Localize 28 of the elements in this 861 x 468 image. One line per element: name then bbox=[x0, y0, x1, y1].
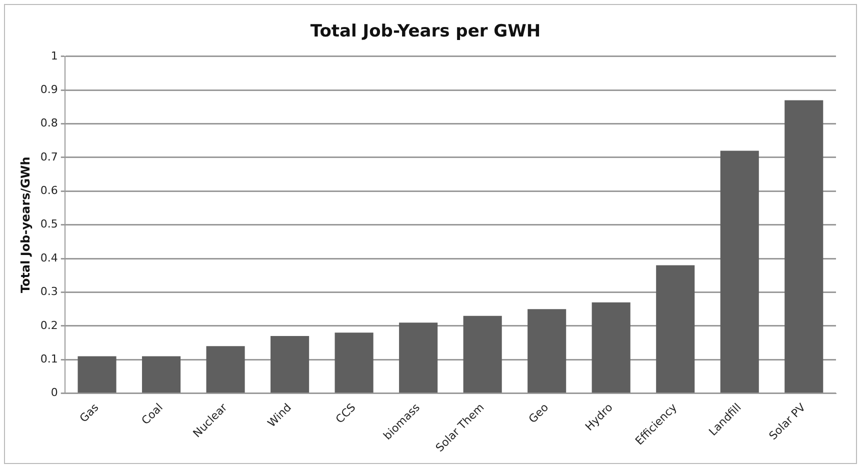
y-tick-label: 0.3 bbox=[40, 285, 58, 298]
bar bbox=[78, 356, 116, 393]
x-tick-label: Geo bbox=[526, 400, 552, 426]
bar bbox=[784, 100, 824, 393]
bar bbox=[334, 332, 374, 393]
bar bbox=[720, 150, 759, 393]
bar bbox=[592, 302, 630, 393]
bar bbox=[528, 309, 566, 393]
bar bbox=[206, 346, 245, 393]
y-tick-label: 1 bbox=[50, 49, 58, 62]
y-tick-label: 0.7 bbox=[40, 150, 58, 164]
bar bbox=[656, 265, 695, 393]
y-tick-label: 0.2 bbox=[40, 318, 58, 332]
x-tick-label: Gas bbox=[77, 400, 102, 425]
y-tick-label: 0.5 bbox=[40, 218, 58, 231]
y-tick-label: 0.8 bbox=[40, 116, 58, 130]
y-tick-label: 0.6 bbox=[40, 184, 58, 198]
bar bbox=[463, 316, 502, 393]
chart-title: Total Job-Years per GWH bbox=[310, 22, 541, 42]
bar bbox=[399, 322, 438, 393]
y-tick-label: 0 bbox=[50, 386, 58, 400]
y-axis-title: Total Job-years/GWh bbox=[18, 156, 32, 294]
y-tick-label: 0.9 bbox=[40, 82, 58, 96]
bar bbox=[142, 356, 181, 393]
y-tick-label: 0.1 bbox=[40, 352, 58, 366]
bar bbox=[270, 336, 310, 393]
y-tick-label: 0.4 bbox=[40, 251, 58, 264]
x-tick-label: CCS bbox=[333, 400, 358, 426]
